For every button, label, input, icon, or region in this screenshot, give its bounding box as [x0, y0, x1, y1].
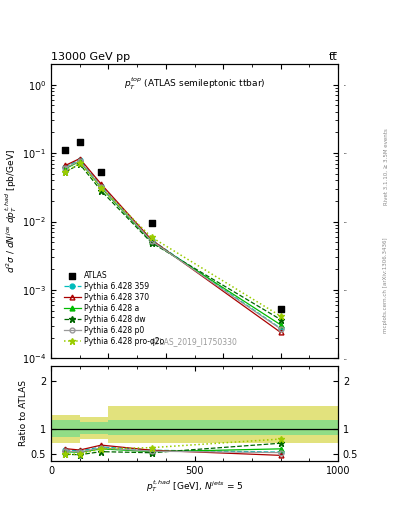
Pythia 6.428 359: [77, 157, 82, 163]
ATLAS: [98, 168, 105, 177]
Line: Pythia 6.428 dw: Pythia 6.428 dw: [62, 161, 284, 323]
Text: $p_T^{top}$ (ATLAS semileptonic ttbar): $p_T^{top}$ (ATLAS semileptonic ttbar): [124, 76, 265, 92]
ATLAS: [277, 305, 284, 313]
ATLAS: [149, 219, 155, 227]
Pythia 6.428 p0: [63, 165, 68, 171]
Pythia 6.428 p0: [278, 326, 283, 332]
ATLAS: [62, 146, 69, 154]
Pythia 6.428 359: [278, 325, 283, 331]
Legend: ATLAS, Pythia 6.428 359, Pythia 6.428 370, Pythia 6.428 a, Pythia 6.428 dw, Pyth: ATLAS, Pythia 6.428 359, Pythia 6.428 37…: [61, 268, 167, 349]
Pythia 6.428 dw: [99, 188, 104, 194]
Pythia 6.428 370: [149, 237, 154, 243]
Pythia 6.428 p0: [77, 158, 82, 164]
X-axis label: $p_T^{t,had}$ [GeV], $N^{jets}$ = 5: $p_T^{t,had}$ [GeV], $N^{jets}$ = 5: [146, 478, 243, 494]
Pythia 6.428 pro-q2o: [149, 234, 154, 240]
Line: Pythia 6.428 359: Pythia 6.428 359: [63, 157, 283, 331]
Pythia 6.428 370: [99, 181, 104, 187]
Text: mcplots.cern.ch [arXiv:1306.3436]: mcplots.cern.ch [arXiv:1306.3436]: [383, 237, 388, 333]
Pythia 6.428 pro-q2o: [278, 313, 283, 319]
Pythia 6.428 dw: [278, 316, 283, 323]
Text: 13000 GeV pp: 13000 GeV pp: [51, 52, 130, 62]
Pythia 6.428 p0: [99, 184, 104, 190]
Pythia 6.428 pro-q2o: [77, 160, 82, 166]
Line: Pythia 6.428 a: Pythia 6.428 a: [63, 159, 283, 327]
Pythia 6.428 359: [99, 183, 104, 189]
Y-axis label: $d^2\sigma$ / $dN^{jos}$ $dp_T^{t,had}$ [pb/GeV]: $d^2\sigma$ / $dN^{jos}$ $dp_T^{t,had}$ …: [4, 149, 19, 273]
Pythia 6.428 pro-q2o: [99, 185, 104, 191]
Pythia 6.428 a: [278, 322, 283, 328]
ATLAS: [77, 138, 83, 146]
Pythia 6.428 dw: [63, 169, 68, 175]
Y-axis label: Ratio to ATLAS: Ratio to ATLAS: [19, 380, 28, 446]
Text: Rivet 3.1.10, ≥ 3.5M events: Rivet 3.1.10, ≥ 3.5M events: [383, 129, 388, 205]
Pythia 6.428 dw: [77, 161, 82, 167]
Pythia 6.428 a: [63, 166, 68, 172]
Text: tt̅: tt̅: [329, 52, 338, 62]
Pythia 6.428 370: [63, 162, 68, 168]
Pythia 6.428 p0: [149, 238, 154, 244]
Pythia 6.428 359: [63, 164, 68, 170]
Pythia 6.428 pro-q2o: [63, 169, 68, 175]
Pythia 6.428 dw: [149, 240, 154, 246]
Line: Pythia 6.428 pro-q2o: Pythia 6.428 pro-q2o: [62, 160, 284, 319]
Pythia 6.428 370: [77, 156, 82, 162]
Text: ATLAS_2019_I1750330: ATLAS_2019_I1750330: [151, 337, 238, 347]
Pythia 6.428 359: [149, 237, 154, 243]
Pythia 6.428 a: [77, 158, 82, 164]
Pythia 6.428 370: [278, 329, 283, 335]
Pythia 6.428 a: [99, 185, 104, 191]
Line: Pythia 6.428 p0: Pythia 6.428 p0: [63, 158, 283, 331]
Pythia 6.428 a: [149, 239, 154, 245]
Line: Pythia 6.428 370: Pythia 6.428 370: [63, 156, 283, 335]
